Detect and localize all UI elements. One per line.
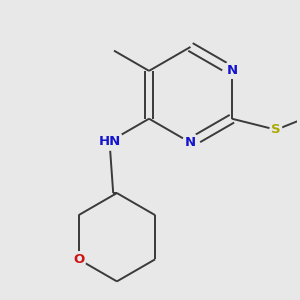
- Text: N: N: [185, 136, 196, 149]
- Text: N: N: [226, 64, 238, 77]
- Text: O: O: [73, 253, 84, 266]
- Text: HN: HN: [98, 135, 121, 148]
- Text: S: S: [271, 123, 281, 136]
